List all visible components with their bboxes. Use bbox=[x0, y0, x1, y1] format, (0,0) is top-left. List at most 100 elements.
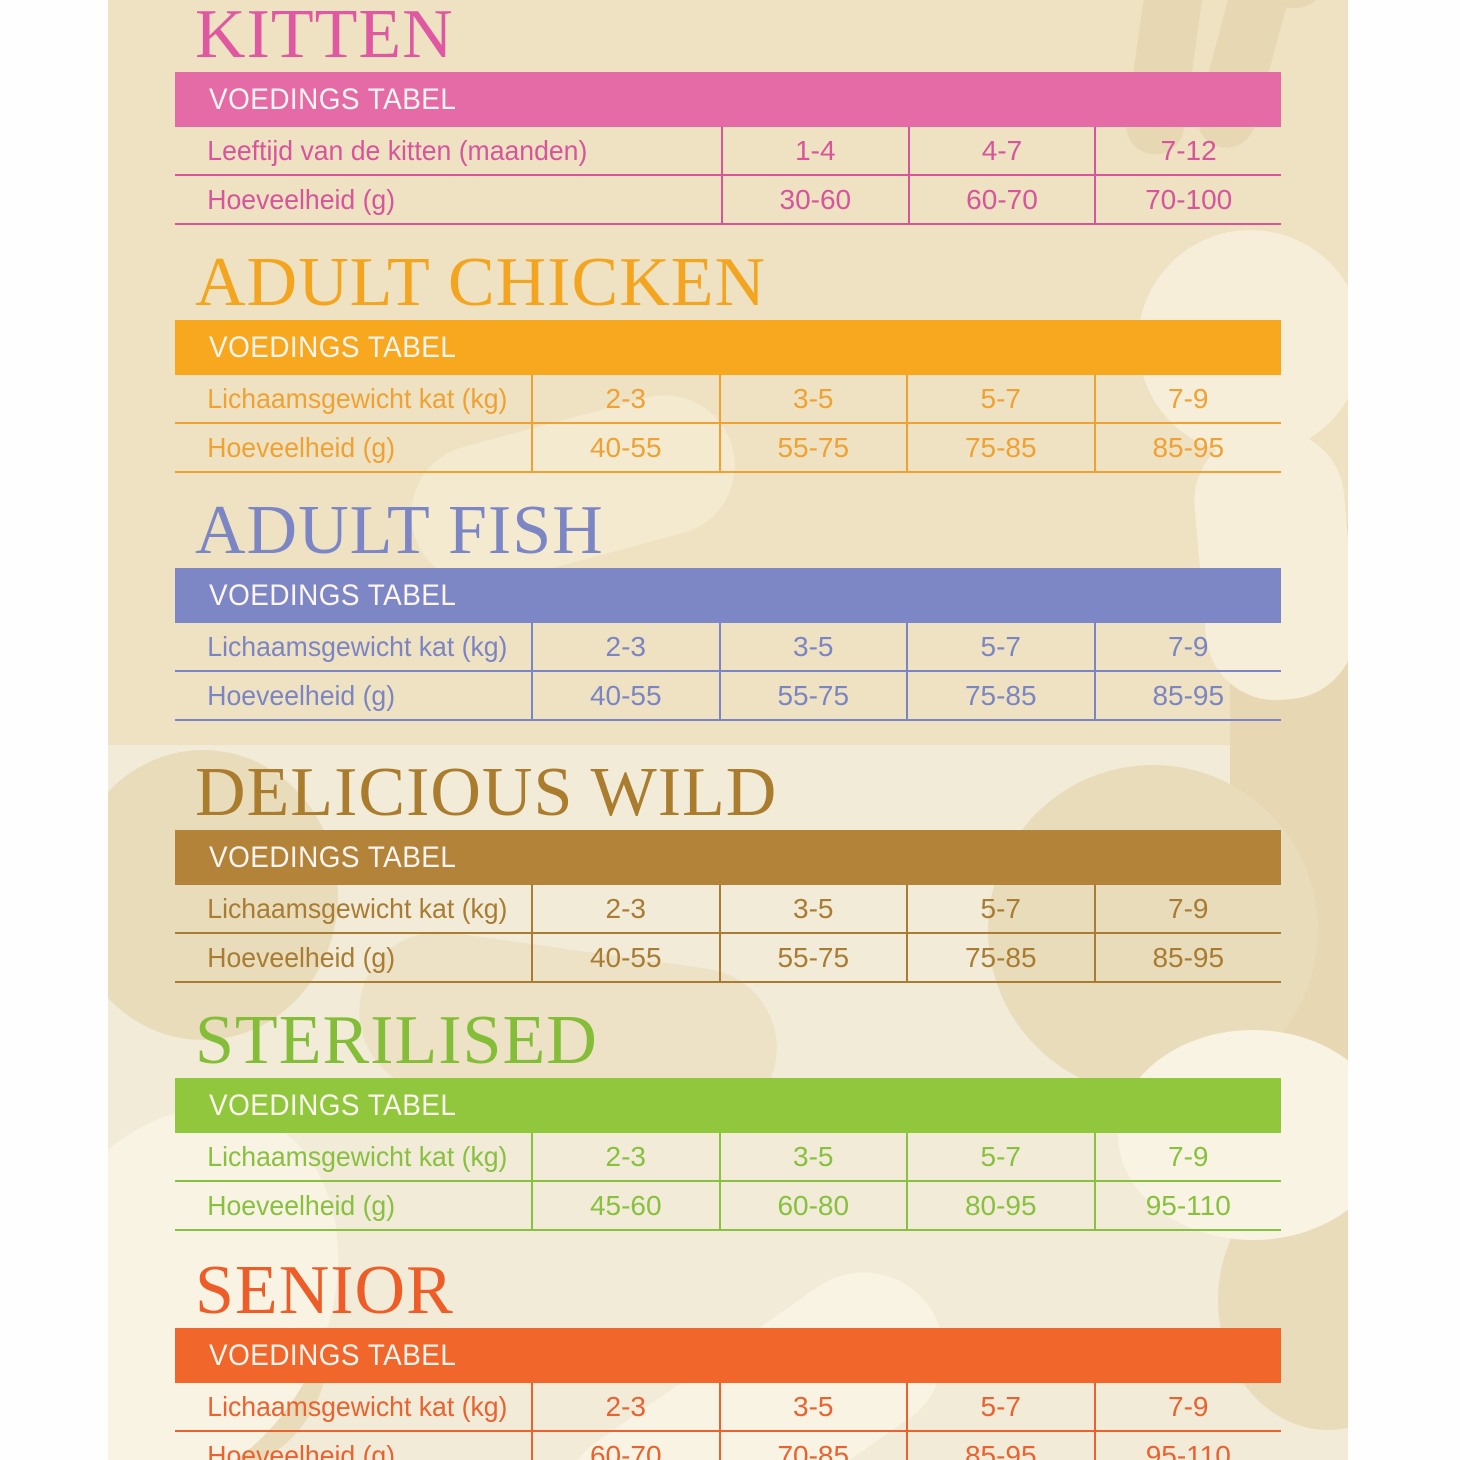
row-label-cell: Hoeveelheid (g) bbox=[175, 1182, 531, 1231]
row-label: Hoeveelheid (g) bbox=[207, 183, 396, 215]
table-value-cell: 5-7 bbox=[906, 1133, 1094, 1182]
table-header-bar: VOEDINGS TABEL bbox=[175, 568, 1281, 623]
table-header-bar: VOEDINGS TABEL bbox=[175, 1328, 1281, 1383]
table-value-cell: 7-12 bbox=[1094, 127, 1281, 176]
table-value-cell: 70-100 bbox=[1094, 176, 1281, 225]
table-value-cell: 55-75 bbox=[718, 672, 906, 721]
row-label: Lichaamsgewicht kat (kg) bbox=[207, 630, 508, 662]
watermark-shape bbox=[1118, 1030, 1348, 1240]
table-value-cell: 5-7 bbox=[906, 885, 1094, 934]
table-value-cell: 70-85 bbox=[718, 1432, 907, 1460]
table-value-cell: 75-85 bbox=[906, 672, 1094, 721]
product-section: KITTEN VOEDINGS TABEL Leeftijd van de ki… bbox=[108, 0, 1348, 242]
table-value-cell: 60-70 bbox=[907, 176, 1095, 225]
table-value-cell: 75-85 bbox=[906, 424, 1094, 473]
product-section: STERILISED VOEDINGS TABEL Lichaamsgewich… bbox=[108, 1002, 1348, 1248]
table-value-cell: 75-85 bbox=[906, 934, 1094, 983]
feeding-table: Leeftijd van de kitten (maanden) 1-4 4-7 7-… bbox=[175, 127, 1281, 225]
table-value-cell: 55-75 bbox=[718, 934, 906, 983]
table-value-cell: 80-95 bbox=[906, 1182, 1094, 1231]
table-value-cell: 3-5 bbox=[718, 623, 906, 672]
table-value-cell: 60-70 bbox=[531, 1432, 719, 1460]
table-value-cell: 55-75 bbox=[718, 424, 906, 473]
table-value-cell: 5-7 bbox=[906, 1383, 1094, 1432]
row-label: Leeftijd van de kitten (maanden) bbox=[207, 134, 588, 166]
table-value-cell: 2-3 bbox=[531, 623, 719, 672]
table-value-cell: 85-95 bbox=[1093, 424, 1281, 473]
product-section: ADULT FISH VOEDINGS TABEL Lichaamsgewich… bbox=[108, 492, 1348, 738]
table-value-cell: 95-110 bbox=[1093, 1432, 1282, 1460]
table-header-bar: VOEDINGS TABEL bbox=[175, 320, 1281, 375]
section-title: DELICIOUS WILD bbox=[195, 754, 778, 831]
row-label: Hoeveelheid (g) bbox=[207, 1189, 396, 1221]
table-value-cell: 7-9 bbox=[1093, 623, 1281, 672]
table-header-bar: VOEDINGS TABEL bbox=[175, 830, 1281, 885]
table-value-cell: 1-4 bbox=[721, 127, 908, 176]
section-title: SENIOR bbox=[195, 1252, 454, 1329]
table-value-cell: 2-3 bbox=[531, 1383, 719, 1432]
row-label-cell: Lichaamsgewicht kat (kg) bbox=[175, 1133, 531, 1182]
row-label: Lichaamsgewicht kat (kg) bbox=[207, 1140, 508, 1172]
packaging-background: KITTEN VOEDINGS TABEL Leeftijd van de ki… bbox=[108, 0, 1348, 1460]
feeding-table: Lichaamsgewicht kat (kg) 2-3 3-5 5-7 7-9 Hoev… bbox=[175, 885, 1281, 983]
row-label: Hoeveelheid (g) bbox=[207, 941, 396, 973]
row-label: Hoeveelheid (g) bbox=[207, 679, 396, 711]
table-value-cell: 5-7 bbox=[906, 623, 1094, 672]
table-value-cell: 2-3 bbox=[531, 885, 719, 934]
table-value-cell: 7-9 bbox=[1093, 1383, 1281, 1432]
table-value-cell: 40-55 bbox=[531, 424, 719, 473]
row-label-cell: Lichaamsgewicht kat (kg) bbox=[175, 1383, 531, 1432]
feeding-table: Lichaamsgewicht kat (kg) 2-3 3-5 5-7 7-9 Hoev… bbox=[175, 1383, 1281, 1460]
table-header-bar: VOEDINGS TABEL bbox=[175, 72, 1281, 127]
watermark-shape bbox=[108, 750, 338, 1040]
section-title: KITTEN bbox=[195, 0, 454, 73]
feeding-table: Lichaamsgewicht kat (kg) 2-3 3-5 5-7 7-9 Hoev… bbox=[175, 623, 1281, 721]
row-label-cell: Hoeveelheid (g) bbox=[175, 424, 531, 473]
table-value-cell: 3-5 bbox=[718, 375, 906, 424]
row-label-cell: Hoeveelheid (g) bbox=[175, 672, 531, 721]
product-section: ADULT CHICKEN VOEDINGS TABEL Lichaamsgew… bbox=[108, 244, 1348, 490]
row-label: Lichaamsgewicht kat (kg) bbox=[207, 1390, 508, 1422]
table-header-label: VOEDINGS TABEL bbox=[209, 1089, 457, 1122]
table-header-label: VOEDINGS TABEL bbox=[209, 841, 457, 874]
table-value-cell: 4-7 bbox=[907, 127, 1095, 176]
row-label-cell: Lichaamsgewicht kat (kg) bbox=[175, 375, 531, 424]
row-label-cell: Leeftijd van de kitten (maanden) bbox=[175, 127, 721, 176]
feeding-table: Lichaamsgewicht kat (kg) 2-3 3-5 5-7 7-9 Hoev… bbox=[175, 375, 1281, 473]
table-value-cell: 85-95 bbox=[1093, 672, 1281, 721]
table-header-label: VOEDINGS TABEL bbox=[209, 579, 457, 612]
row-label-cell: Lichaamsgewicht kat (kg) bbox=[175, 623, 531, 672]
row-label: Lichaamsgewicht kat (kg) bbox=[207, 892, 508, 924]
table-value-cell: 85-95 bbox=[1093, 934, 1281, 983]
table-header-label: VOEDINGS TABEL bbox=[209, 331, 457, 364]
table-value-cell: 40-55 bbox=[531, 672, 719, 721]
table-value-cell: 2-3 bbox=[531, 375, 719, 424]
table-header-bar: VOEDINGS TABEL bbox=[175, 1078, 1281, 1133]
table-value-cell: 3-5 bbox=[718, 1383, 906, 1432]
table-value-cell: 40-55 bbox=[531, 934, 719, 983]
table-value-cell: 45-60 bbox=[531, 1182, 719, 1231]
product-section: DELICIOUS WILD VOEDINGS TABEL Lichaamsge… bbox=[108, 754, 1348, 1000]
table-value-cell: 7-9 bbox=[1093, 885, 1281, 934]
section-title: STERILISED bbox=[195, 1002, 598, 1079]
table-value-cell: 95-110 bbox=[1093, 1182, 1281, 1231]
row-label: Hoeveelheid (g) bbox=[207, 431, 396, 463]
table-value-cell: 3-5 bbox=[718, 1133, 906, 1182]
row-label-cell: Hoeveelheid (g) bbox=[175, 1432, 531, 1460]
row-label: Lichaamsgewicht kat (kg) bbox=[207, 382, 508, 414]
product-section: SENIOR VOEDINGS TABEL Lichaamsgewicht ka… bbox=[108, 1252, 1348, 1460]
table-value-cell: 3-5 bbox=[718, 885, 906, 934]
table-value-cell: 7-9 bbox=[1093, 375, 1281, 424]
table-value-cell: 2-3 bbox=[531, 1133, 719, 1182]
row-label: Hoeveelheid (g) bbox=[207, 1439, 396, 1460]
table-header-label: VOEDINGS TABEL bbox=[209, 1339, 457, 1372]
section-title: ADULT CHICKEN bbox=[195, 244, 767, 321]
section-title: ADULT FISH bbox=[195, 492, 604, 569]
feeding-table: Lichaamsgewicht kat (kg) 2-3 3-5 5-7 7-9 Hoev… bbox=[175, 1133, 1281, 1231]
table-value-cell: 60-80 bbox=[718, 1182, 906, 1231]
table-header-label: VOEDINGS TABEL bbox=[209, 83, 457, 116]
row-label-cell: Hoeveelheid (g) bbox=[175, 176, 721, 225]
row-label-cell: Lichaamsgewicht kat (kg) bbox=[175, 885, 531, 934]
table-value-cell: 85-95 bbox=[906, 1432, 1094, 1460]
